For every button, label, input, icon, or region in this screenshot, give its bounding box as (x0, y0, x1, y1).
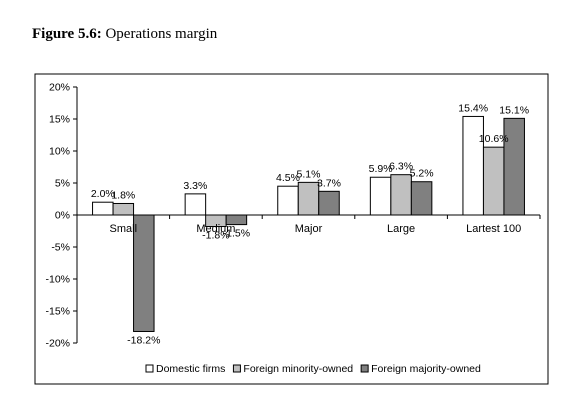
data-label: -1.5% (223, 228, 250, 240)
bar (318, 190, 340, 216)
bar (462, 115, 484, 216)
legend-swatch (145, 364, 154, 373)
legend-swatch (360, 364, 369, 373)
figure-title: Figure 5.6: Operations margin (32, 26, 217, 43)
bar (369, 176, 392, 216)
bar (410, 181, 433, 216)
bar (133, 214, 155, 332)
data-label: 10.6% (479, 133, 509, 145)
y-tick-label: -20% (45, 338, 70, 350)
y-tick-label: 20% (49, 82, 70, 94)
data-label: 3.7% (317, 177, 341, 189)
bar (184, 193, 207, 216)
bar (277, 185, 299, 216)
legend-entry: Foreign minority-owned (243, 363, 353, 375)
data-label: 5.9% (369, 163, 393, 175)
bars (92, 115, 525, 332)
y-tick-label: -10% (45, 274, 70, 286)
y-tick-label: 15% (49, 114, 70, 126)
category-label: Large (387, 223, 415, 235)
figure-label: Figure 5.6: (32, 26, 102, 42)
legend-entry: Domestic firms (156, 363, 225, 375)
y-tick-label: -5% (51, 242, 70, 254)
data-label: 6.3% (389, 161, 413, 173)
data-label: 5.1% (297, 168, 321, 180)
category-label: Lartest 100 (466, 223, 521, 235)
data-label: 15.4% (458, 102, 488, 114)
data-label: 3.3% (183, 180, 207, 192)
data-label: -1.8% (202, 230, 229, 242)
y-tick-label: 0% (55, 210, 70, 222)
category-labels: Small Medium Major Large Lartest 100 (110, 223, 522, 235)
bar (297, 181, 320, 216)
bar (390, 174, 412, 216)
data-label: -18.2% (127, 334, 160, 346)
figure-caption: Operations margin (105, 26, 218, 42)
data-label: 15.1% (499, 104, 529, 116)
bar (225, 214, 248, 226)
data-label: 4.5% (276, 172, 300, 184)
category-label: Small (110, 223, 138, 235)
data-label: 2.0% (91, 188, 115, 200)
bar (503, 117, 525, 216)
y-tick-label: -15% (45, 306, 70, 318)
category-label: Medium (196, 223, 235, 235)
legend-swatch (232, 364, 241, 373)
legend-entry: Foreign majority-owned (371, 363, 481, 375)
bar (482, 146, 505, 216)
data-label: 5.2% (410, 168, 434, 180)
data-label: 1.8% (111, 189, 135, 201)
category-label: Major (295, 223, 323, 235)
y-tick-label: 10% (49, 146, 70, 158)
bar (112, 202, 135, 216)
bar (92, 201, 114, 216)
y-tick-label: 5% (55, 178, 70, 190)
data-labels: 2.0%1.8% -18.2% 3.3% -1.8%-1.5% 4.5%5.1%3.7%… (91, 102, 529, 346)
legend: Domestic firms Foreign minority-owned Fore… (145, 363, 481, 375)
